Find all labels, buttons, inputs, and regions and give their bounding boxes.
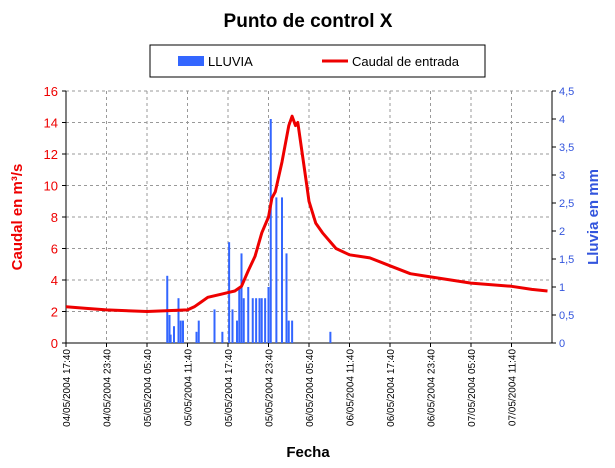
y2-tick-label: 4,5: [559, 86, 574, 98]
x-tick-label: 06/05/2004 11:40: [346, 349, 357, 427]
y-tick-label: 6: [51, 242, 58, 257]
legend-label: LLUVIA: [208, 54, 253, 69]
x-tick-label: 06/05/2004 17:40: [386, 349, 397, 427]
x-tick-label: 06/05/2004 05:40: [305, 349, 316, 427]
bar: [177, 298, 180, 343]
bar: [197, 320, 200, 343]
x-tick-label: 07/05/2004 11:40: [508, 349, 519, 427]
y-axis-label: Caudal en m³/s: [9, 164, 26, 271]
bar: [275, 197, 278, 343]
y-tick-label: 4: [51, 273, 58, 288]
bar: [260, 298, 263, 343]
bar: [231, 309, 234, 343]
x-tick-label: 04/05/2004 23:40: [103, 349, 114, 427]
bar: [173, 326, 175, 343]
bar: [255, 298, 258, 343]
y-tick-label: 16: [44, 84, 58, 99]
bar: [236, 320, 238, 343]
bar: [182, 320, 184, 343]
y2-tick-label: 4: [559, 114, 565, 126]
legend-swatch: [178, 56, 204, 66]
y2-tick-label: 2,5: [559, 198, 574, 210]
x-tick-label: 05/05/2004 17:40: [224, 349, 235, 427]
bar: [238, 287, 241, 343]
y-tick-label: 2: [51, 305, 58, 320]
bar: [258, 298, 261, 343]
bar: [267, 287, 270, 343]
x-tick-label: 04/05/2004 17:40: [62, 349, 73, 427]
legend: [149, 44, 486, 78]
bar: [195, 331, 198, 343]
bar: [213, 309, 216, 343]
x-tick-label: 06/05/2004 23:40: [427, 349, 438, 427]
bar: [291, 320, 294, 343]
y2-tick-label: 3: [559, 170, 565, 182]
y2-tick-label: 3,5: [559, 142, 574, 154]
y2-tick-label: 1: [559, 282, 565, 294]
x-tick-label: 05/05/2004 05:40: [143, 349, 154, 427]
bar: [285, 253, 288, 343]
y2-tick-label: 2: [559, 226, 565, 238]
bar: [269, 119, 272, 343]
bar: [169, 334, 172, 343]
bar: [240, 253, 243, 343]
y2-axis-label: Lluvia en mm: [585, 169, 602, 265]
bar: [251, 298, 254, 343]
bar: [242, 298, 245, 343]
bar: [264, 298, 267, 343]
x-tick-label: 05/05/2004 11:40: [184, 349, 195, 427]
bar: [221, 331, 224, 343]
bar: [179, 320, 182, 343]
y-tick-label: 10: [44, 179, 58, 194]
bar: [329, 331, 332, 343]
y-tick-label: 14: [44, 116, 58, 131]
line: [65, 114, 548, 313]
y-tick-label: 12: [44, 147, 58, 162]
bar: [168, 315, 171, 343]
y2-tick-label: 0,5: [559, 310, 574, 322]
legend-label: Caudal de entrada: [352, 54, 460, 69]
y2-tick-label: 1,5: [559, 254, 574, 266]
bar: [281, 197, 283, 343]
chart-title: Punto de control X: [224, 11, 393, 32]
bar: [287, 320, 290, 343]
y-tick-label: 8: [51, 210, 58, 225]
x-tick-label: 05/05/2004 23:40: [265, 349, 276, 427]
y-tick-label: 0: [51, 336, 58, 351]
x-axis-label: Fecha: [286, 444, 330, 461]
y2-tick-label: 0: [559, 338, 565, 350]
x-tick-label: 07/05/2004 05:40: [467, 349, 478, 427]
bar: [247, 287, 250, 343]
